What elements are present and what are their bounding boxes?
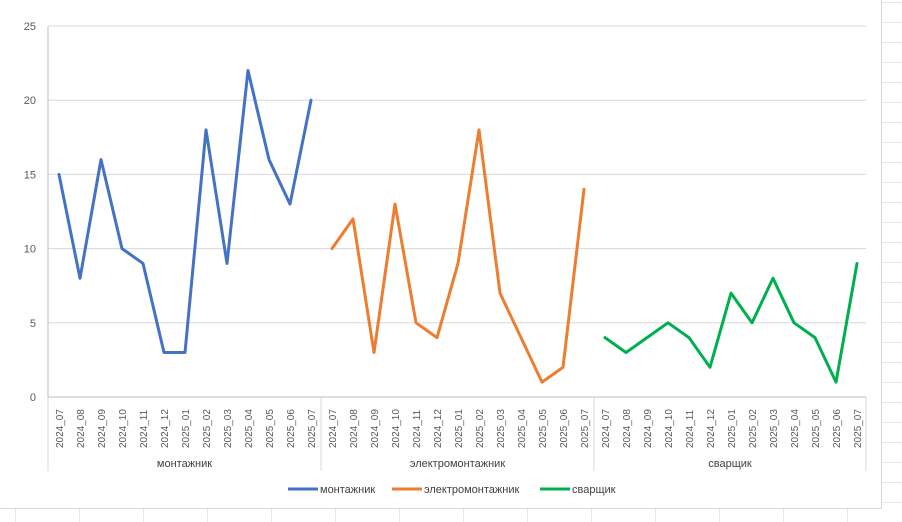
x-tick-label: 2024_11: [139, 409, 150, 448]
data-point: [373, 351, 376, 354]
data-point: [205, 128, 208, 131]
data-point: [247, 69, 250, 72]
data-point: [184, 351, 187, 354]
data-point: [604, 336, 607, 339]
data-point: [142, 262, 145, 265]
data-point: [646, 336, 649, 339]
x-tick-label: 2025_07: [307, 409, 318, 448]
x-tick-label: 2024_07: [601, 409, 612, 448]
x-tick-label: 2024_07: [328, 409, 339, 448]
category-group-label: сварщик: [708, 458, 752, 470]
x-tick-label: 2024_12: [160, 409, 171, 448]
data-point: [457, 262, 460, 265]
y-tick-label: 10: [24, 244, 36, 256]
data-point: [310, 99, 313, 102]
data-point: [226, 262, 229, 265]
x-tick-label: 2025_05: [811, 409, 822, 448]
data-point: [667, 321, 670, 324]
y-tick-label: 5: [30, 318, 36, 330]
y-tick-label: 0: [30, 392, 36, 404]
x-tick-label: 2024_11: [412, 409, 423, 448]
legend-label: сварщик: [572, 484, 616, 496]
x-tick-label: 2024_08: [622, 409, 633, 448]
x-tick-label: 2025_04: [790, 409, 801, 448]
data-point: [163, 351, 166, 354]
x-tick-label: 2024_09: [370, 409, 381, 448]
x-tick-label: 2025_02: [748, 409, 759, 448]
data-point: [835, 381, 838, 384]
data-point: [352, 217, 355, 220]
x-tick-label: 2024_10: [118, 409, 129, 448]
data-point: [751, 321, 754, 324]
x-tick-label: 2025_01: [727, 409, 738, 448]
data-point: [478, 128, 481, 131]
line-chart: 0 5 10 15 20 25 2024_07 2024_08 2024_09 2024_10 20…: [24, 21, 867, 496]
x-tick-label: 2025_07: [853, 409, 864, 448]
x-tick-label: 2024_07: [55, 409, 66, 448]
data-point: [520, 336, 523, 339]
x-tick-label: 2025_06: [832, 409, 843, 448]
data-point: [583, 188, 586, 191]
x-tick-label: 2025_03: [496, 409, 507, 448]
data-point: [793, 321, 796, 324]
x-tick-label: 2025_06: [286, 409, 297, 448]
data-point: [688, 336, 691, 339]
data-point: [79, 277, 82, 280]
x-tick-label: 2024_08: [76, 409, 87, 448]
category-group-label: монтажник: [157, 458, 212, 470]
data-point: [499, 292, 502, 295]
x-tick-label: 2024_12: [433, 409, 444, 448]
series-line-1: [57, 69, 313, 354]
x-tick-label: 2025_02: [475, 409, 486, 448]
x-tick-label: 2025_01: [181, 409, 192, 448]
data-point: [709, 366, 712, 369]
series-line-2: [330, 128, 586, 384]
x-tick-label: 2025_04: [517, 409, 528, 448]
legend-label: монтажник: [320, 484, 375, 496]
data-point: [562, 366, 565, 369]
data-point: [436, 336, 439, 339]
data-point: [268, 158, 271, 161]
legend-label: электромонтажник: [424, 484, 519, 496]
series-line-3: [603, 261, 859, 384]
data-point: [625, 351, 628, 354]
data-point: [814, 336, 817, 339]
x-tick-label: 2025_04: [244, 409, 255, 448]
data-point: [541, 381, 544, 384]
data-point: [394, 203, 397, 206]
x-tick-label: 2024_10: [391, 409, 402, 448]
x-tick-label: 2025_01: [454, 409, 465, 448]
data-point: [730, 292, 733, 295]
data-point: [415, 321, 418, 324]
x-tick-label: 2025_06: [559, 409, 570, 448]
data-point: [58, 173, 61, 176]
data-point: [100, 158, 103, 161]
data-point: [856, 262, 859, 265]
data-point: [121, 247, 124, 250]
y-tick-label: 20: [24, 95, 36, 107]
x-tick-label: 2024_09: [643, 409, 654, 448]
chart-area[interactable]: 0 5 10 15 20 25 2024_07 2024_08 2024_09 2024_10 20…: [0, 0, 882, 509]
x-tick-label: 2024_09: [97, 409, 108, 448]
x-tick-label: 2025_03: [223, 409, 234, 448]
x-tick-label: 2024_12: [706, 409, 717, 448]
x-tick-label: 2025_05: [538, 409, 549, 448]
category-group-label: электромонтажник: [410, 458, 505, 470]
x-tick-label: 2024_08: [349, 409, 360, 448]
y-tick-label: 25: [24, 21, 36, 33]
data-point: [289, 203, 292, 206]
y-tick-label: 15: [24, 169, 36, 181]
x-tick-label: 2025_05: [265, 409, 276, 448]
x-tick-label: 2025_03: [769, 409, 780, 448]
x-tick-label: 2025_02: [202, 409, 213, 448]
x-tick-label: 2024_11: [685, 409, 696, 448]
x-tick-label: 2024_10: [664, 409, 675, 448]
x-tick-label: 2025_07: [580, 409, 591, 448]
data-point: [331, 247, 334, 250]
data-point: [772, 277, 775, 280]
